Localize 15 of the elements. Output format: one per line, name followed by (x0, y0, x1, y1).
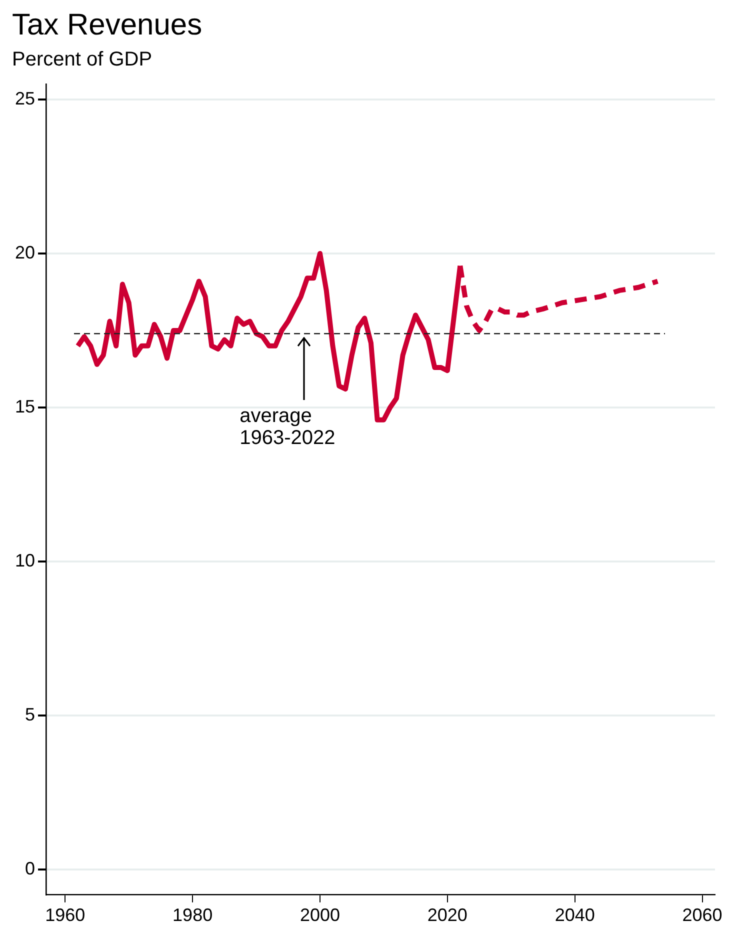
chart-title: Tax Revenues (12, 8, 202, 42)
y-tick-label: 25 (14, 88, 36, 108)
x-tick-label: 2060 (682, 905, 722, 926)
chart-subtitle: Percent of GDP (12, 48, 152, 71)
x-tick-label: 2040 (554, 905, 595, 926)
x-tick-label: 1960 (45, 905, 86, 926)
x-tick-label: 2020 (427, 905, 468, 926)
annotation: average 1963-2022 (240, 405, 336, 450)
y-tick-label: 10 (14, 550, 36, 571)
y-tick-label: 15 (14, 396, 36, 417)
x-tick-label: 2000 (300, 905, 340, 926)
x-tick-label: 1980 (172, 905, 213, 926)
y-tick-label: 0 (25, 858, 36, 879)
y-tick-label: 20 (14, 242, 36, 262)
y-tick-label: 5 (25, 704, 36, 725)
